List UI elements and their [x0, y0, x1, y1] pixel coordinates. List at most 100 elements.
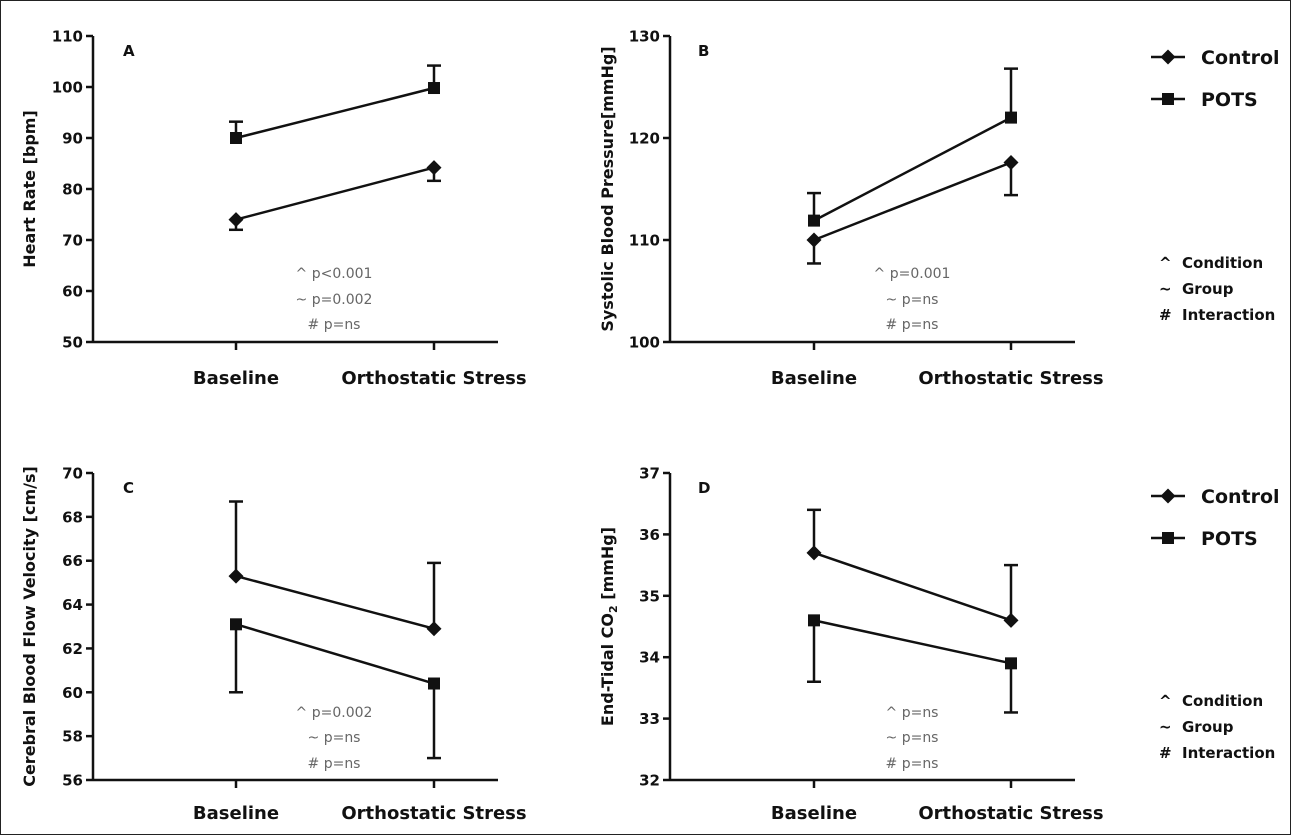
- diamond-marker-icon: [1160, 49, 1176, 65]
- legend-bottom: Control POTS: [1151, 486, 1280, 550]
- y-axis-label: Systolic Blood Pressure[mmHg]: [598, 46, 617, 331]
- stat-annotation: ~ p=0.002: [296, 292, 373, 308]
- y-tick-label: 56: [62, 772, 83, 790]
- y-tick-label: 50: [62, 334, 83, 352]
- y-axis-label: End-Tidal CO2 [mmHg]: [598, 527, 620, 726]
- y-tick-label: 68: [62, 508, 83, 526]
- data-point-marker: [426, 160, 442, 176]
- stat-annotation: # p=ns: [886, 317, 939, 333]
- diamond-marker-icon: [1160, 488, 1176, 504]
- legend-label: Control: [1201, 486, 1280, 508]
- data-point-marker: [808, 214, 820, 227]
- x-category-label: Baseline: [771, 368, 857, 389]
- y-tick-label: 70: [62, 465, 83, 483]
- x-category-label: Baseline: [771, 803, 857, 824]
- y-tick-label: 64: [62, 596, 83, 614]
- series-line: [235, 623, 435, 685]
- y-tick-label: 130: [629, 28, 660, 46]
- square-marker-icon: [1162, 532, 1174, 544]
- data-point-marker: [230, 132, 242, 144]
- data-point-marker: [228, 212, 244, 228]
- data-point-marker: [426, 621, 442, 637]
- series-control: [228, 500, 442, 637]
- y-tick-label: 120: [629, 130, 660, 148]
- series-line: [235, 166, 435, 221]
- series-line: [813, 161, 1012, 242]
- stat-key-symbol: ~: [1159, 280, 1172, 298]
- y-axis-label: Heart Rate [bpm]: [20, 110, 39, 268]
- y-tick-label: 35: [639, 587, 660, 605]
- stat-key-label: Group: [1182, 718, 1234, 736]
- series-line: [235, 574, 435, 630]
- y-tick-label: 110: [629, 232, 660, 250]
- y-tick-label: 62: [62, 640, 83, 658]
- legend-item-pots: POTS: [1151, 89, 1258, 111]
- data-point-marker: [808, 614, 820, 627]
- data-point-marker: [806, 545, 822, 561]
- y-tick-label: 90: [62, 130, 83, 148]
- data-point-marker: [1005, 657, 1017, 670]
- panel-A: 50 60 70 80 90 100 110 Baseline Orthostatic Stre…: [20, 28, 527, 390]
- data-point-marker: [1003, 612, 1019, 628]
- stat-key-item: ^ Condition: [1159, 692, 1263, 710]
- y-axis-label-subscript: 2: [607, 605, 620, 613]
- stat-annotation: ~ p=ns: [886, 292, 939, 308]
- series-line: [235, 86, 435, 140]
- stat-key-bottom: ^ Condition ~ Group # Interaction: [1159, 692, 1275, 762]
- panel-letter: C: [123, 479, 134, 497]
- stat-key-label: Condition: [1182, 692, 1263, 710]
- panel-B: 100 110 120 130 Baseline Orthostatic Stress Sy…: [598, 28, 1104, 390]
- legend-label: POTS: [1201, 89, 1258, 111]
- x-category-label: Orthostatic Stress: [918, 368, 1103, 389]
- stat-annotation: ~ p=ns: [886, 730, 939, 746]
- y-axis-label-unit: [mmHg]: [598, 527, 617, 605]
- y-tick-label: 70: [62, 232, 83, 250]
- y-tick-label: 37: [639, 465, 660, 483]
- series-pots: [229, 64, 441, 144]
- y-tick-label: 60: [62, 684, 83, 702]
- stat-key-item: ~ Group: [1159, 280, 1234, 298]
- x-category-label: Baseline: [193, 368, 279, 389]
- stat-annotation: ~ p=ns: [308, 730, 361, 746]
- stat-key-symbol: #: [1159, 306, 1172, 324]
- stat-key-label: Condition: [1182, 254, 1263, 272]
- stat-key-label: Group: [1182, 280, 1234, 298]
- stat-key-symbol: #: [1159, 744, 1172, 762]
- y-tick-label: 58: [62, 728, 83, 746]
- stat-key-symbol: ^: [1159, 254, 1172, 272]
- x-category-label: Orthostatic Stress: [341, 368, 526, 389]
- series-control: [228, 160, 442, 232]
- y-axis-label: Cerebral Blood Flow Velocity [cm/s]: [20, 466, 39, 787]
- series-pots: [807, 614, 1018, 714]
- stat-key-symbol: ~: [1159, 718, 1172, 736]
- stat-key-item: ^ Condition: [1159, 254, 1263, 272]
- stat-key-item: # Interaction: [1159, 744, 1275, 762]
- stat-annotation: ^ p<0.001: [296, 266, 373, 282]
- stat-key-top: ^ Condition ~ Group # Interaction: [1159, 254, 1275, 324]
- y-tick-label: 100: [629, 334, 660, 352]
- x-category-label: Orthostatic Stress: [918, 803, 1103, 824]
- legend-item-control: Control: [1151, 486, 1280, 508]
- y-tick-label: 60: [62, 283, 83, 301]
- legend-item-pots: POTS: [1151, 528, 1258, 550]
- y-tick-label: 66: [62, 552, 83, 570]
- data-point-marker: [428, 677, 440, 690]
- stat-key-label: Interaction: [1182, 744, 1275, 762]
- series-pots: [807, 67, 1018, 227]
- data-point-marker: [1005, 111, 1017, 124]
- legend-item-control: Control: [1151, 47, 1280, 69]
- y-tick-label: 100: [52, 79, 83, 97]
- panel-C: 56 58 60 62 64 66 68 70 Baseline Orthostatic Stre…: [20, 465, 527, 825]
- panel-letter: B: [698, 42, 709, 60]
- y-tick-label: 34: [639, 649, 660, 667]
- data-point-marker: [428, 82, 440, 95]
- y-tick-label: 80: [62, 181, 83, 199]
- data-point-marker: [806, 232, 822, 248]
- x-category-label: Baseline: [193, 803, 279, 824]
- panels: 50 60 70 80 90 100 110 Baseline Orthostatic Stre…: [20, 28, 1104, 825]
- y-tick-label: 110: [52, 28, 83, 46]
- legend-label: POTS: [1201, 528, 1258, 550]
- y-tick-label: 32: [639, 772, 660, 790]
- square-marker-icon: [1162, 93, 1174, 105]
